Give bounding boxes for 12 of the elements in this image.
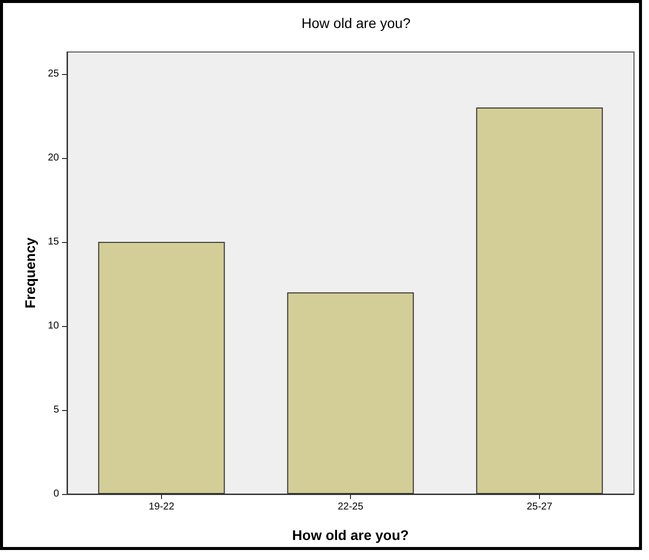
x-axis-title: How old are you?: [292, 527, 409, 543]
x-tick-label: 22-25: [338, 502, 364, 512]
y-tick-label: 10: [48, 320, 60, 332]
x-tick-label: 25-27: [526, 502, 553, 512]
y-tick-label: 0: [53, 488, 60, 500]
y-tick-label: 25: [48, 68, 60, 80]
chart-title: How old are you?: [302, 15, 411, 31]
y-tick-label: 15: [48, 236, 60, 248]
x-tick-label: 19-22: [148, 502, 175, 512]
y-tick-label: 20: [48, 152, 60, 164]
y-axis-title: Frequency: [22, 237, 38, 308]
y-tick-label: 5: [53, 404, 60, 416]
